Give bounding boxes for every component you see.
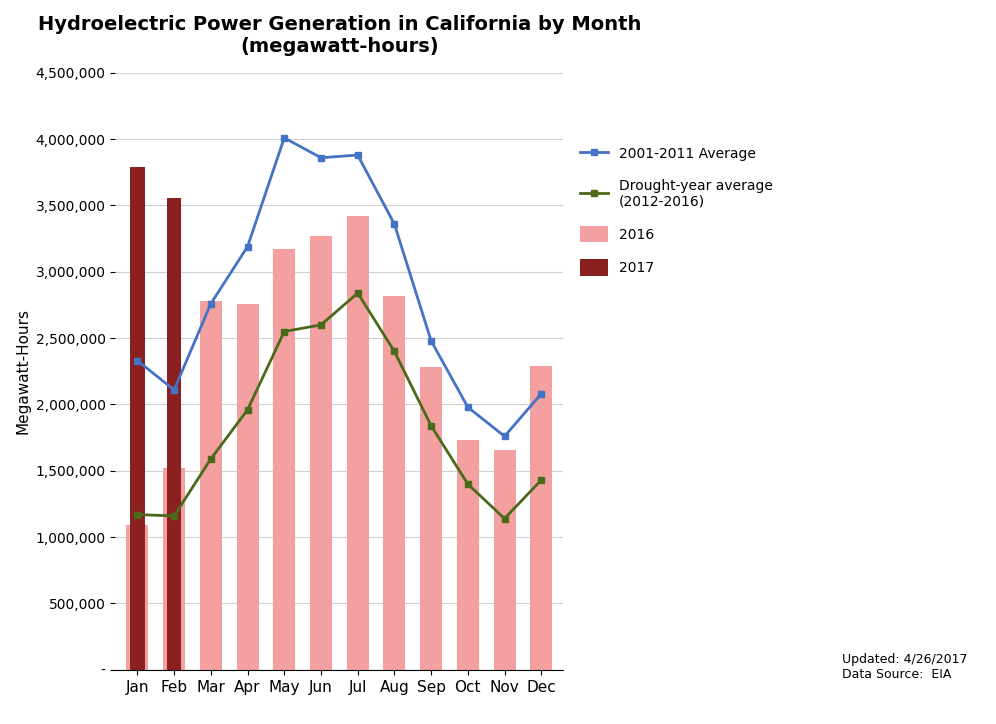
Legend: 2001-2011 Average, Drought-year average
(2012-2016), 2016, 2017: 2001-2011 Average, Drought-year average … (575, 140, 779, 282)
Drought-year average
(2012-2016) (131, 510, 143, 519)
Y-axis label: Megawatt-Hours: Megawatt-Hours (15, 308, 30, 434)
Bar (457, 440, 479, 670)
Drought-year average
(2012-2016) (425, 421, 437, 430)
2001-2011 Average (352, 151, 364, 159)
Text: Updated: 4/26/2017
Data Source:  EIA: Updated: 4/26/2017 Data Source: EIA (842, 652, 967, 681)
Drought-year average
(2012-2016) (315, 321, 327, 329)
2001-2011 Average (168, 386, 180, 395)
Drought-year average
(2012-2016) (499, 514, 511, 523)
2001-2011 Average (499, 432, 511, 441)
Title: Hydroelectric Power Generation in California by Month
(megawatt-hours): Hydroelectric Power Generation in Califo… (38, 15, 641, 56)
Bar (166, 198, 181, 670)
Bar (347, 216, 369, 670)
2001-2011 Average (242, 243, 254, 251)
Bar (163, 468, 185, 670)
Drought-year average
(2012-2016) (352, 289, 364, 298)
2001-2011 Average (205, 299, 217, 308)
Bar (383, 295, 405, 670)
Bar (530, 366, 552, 670)
Drought-year average
(2012-2016) (535, 476, 547, 484)
Line: 2001-2011 Average: 2001-2011 Average (133, 135, 545, 439)
Drought-year average
(2012-2016) (242, 405, 254, 414)
2001-2011 Average (535, 390, 547, 398)
Bar (126, 525, 148, 670)
Line: Drought-year average
(2012-2016): Drought-year average (2012-2016) (133, 290, 545, 522)
2001-2011 Average (425, 337, 437, 345)
Bar (493, 450, 516, 670)
Bar (236, 303, 259, 670)
Drought-year average
(2012-2016) (205, 455, 217, 463)
Bar (200, 301, 222, 670)
2001-2011 Average (278, 133, 290, 142)
Drought-year average
(2012-2016) (388, 347, 400, 355)
2001-2011 Average (315, 153, 327, 162)
Bar (130, 167, 144, 670)
Drought-year average
(2012-2016) (462, 480, 474, 489)
2001-2011 Average (462, 403, 474, 411)
2001-2011 Average (131, 356, 143, 365)
Bar (420, 367, 442, 670)
Drought-year average
(2012-2016) (278, 327, 290, 336)
Bar (273, 249, 295, 670)
Bar (310, 236, 332, 670)
2001-2011 Average (388, 219, 400, 228)
Drought-year average
(2012-2016) (168, 512, 180, 521)
